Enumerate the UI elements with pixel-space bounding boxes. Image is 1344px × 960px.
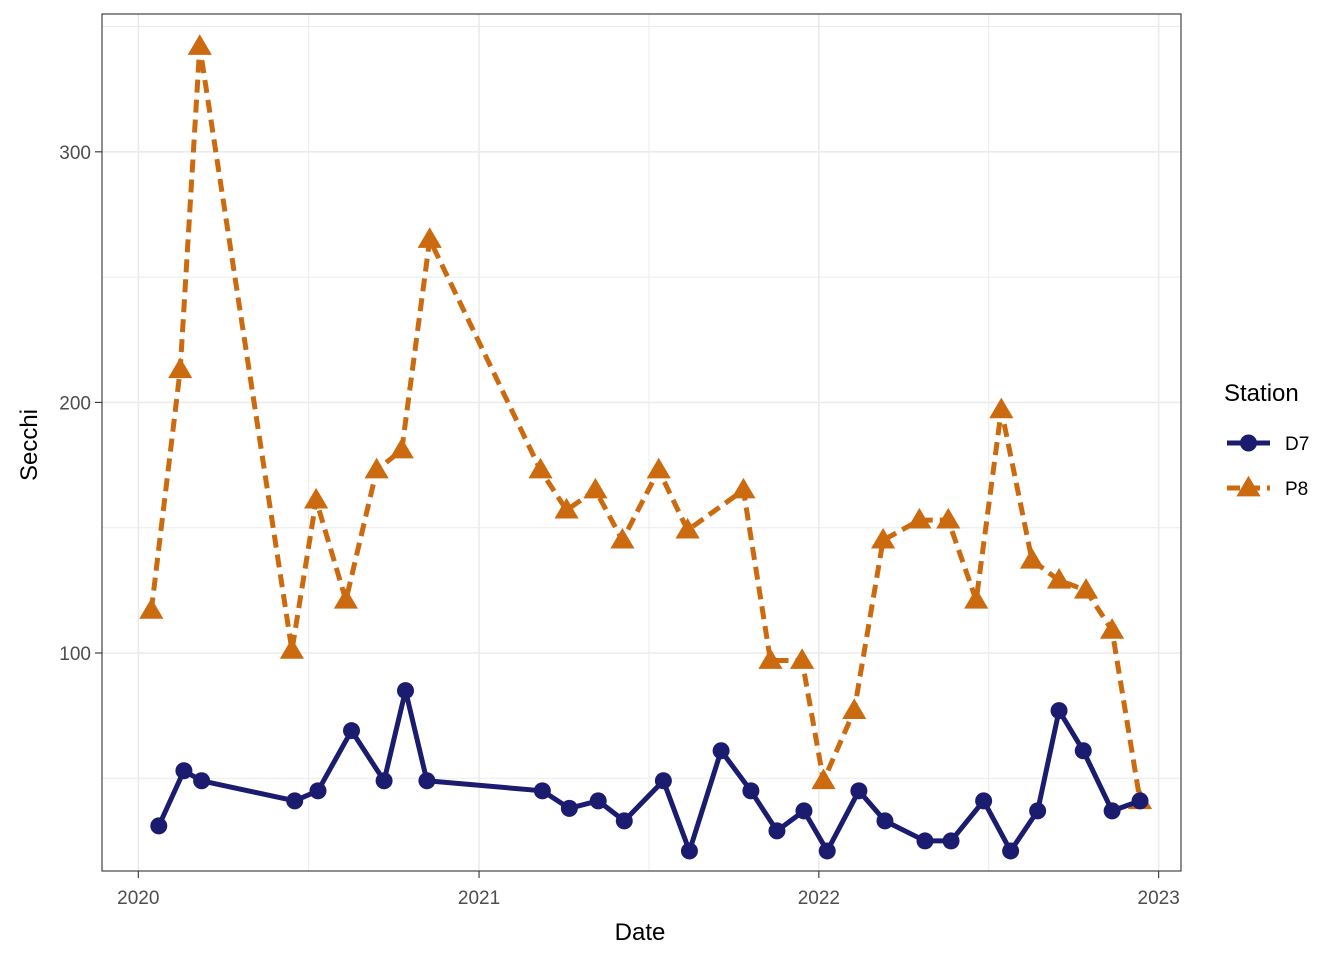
legend-item-p8: P8 (1227, 475, 1308, 500)
plot-panel (101, 13, 1182, 872)
data-point-p8 (528, 457, 553, 479)
data-point-p8 (811, 768, 836, 790)
data-point-d7 (1074, 742, 1092, 760)
data-point-d7 (150, 817, 168, 835)
data-point-p8 (989, 397, 1014, 419)
data-point-d7 (712, 742, 730, 760)
data-point-p8 (1100, 618, 1125, 639)
legend: Station D7 P8 (1224, 380, 1309, 500)
legend-item-d7: D7 (1227, 434, 1309, 455)
data-point-p8 (554, 497, 579, 519)
data-point-d7 (975, 792, 993, 810)
data-point-d7 (286, 792, 304, 810)
data-point-d7 (654, 772, 672, 790)
y-axis-title: Secchi (16, 409, 43, 481)
data-point-p8 (964, 588, 989, 609)
legend-keys: D7 P8 (1227, 434, 1309, 500)
major-gridlines (102, 14, 1181, 871)
data-point-p8 (936, 507, 961, 529)
data-point-d7 (916, 832, 934, 850)
x-axis-title: Date (615, 919, 666, 946)
x-tick-label: 2022 (798, 888, 840, 909)
data-point-p8 (168, 357, 193, 379)
data-point-d7 (850, 782, 868, 800)
x-tick-label: 2021 (458, 888, 500, 909)
data-point-p8 (646, 457, 671, 479)
data-point-d7 (942, 832, 960, 850)
data-point-p8 (1046, 568, 1072, 589)
data-point-p8 (731, 477, 756, 499)
data-point-d7 (818, 842, 836, 860)
data-point-d7 (175, 762, 193, 780)
data-point-d7 (309, 782, 327, 800)
data-point-d7 (1029, 802, 1047, 820)
series-line-p8 (148, 44, 1143, 802)
data-point-d7 (589, 792, 607, 810)
data-point-p8 (1019, 547, 1045, 569)
panel-border (101, 13, 1182, 872)
data-point-p8 (364, 457, 389, 479)
legend-key-marker (1236, 475, 1261, 497)
data-point-p8 (758, 648, 783, 669)
data-point-d7 (1131, 792, 1149, 810)
legend-title: Station (1224, 380, 1299, 407)
data-point-d7 (742, 782, 760, 800)
data-point-d7 (1050, 702, 1068, 720)
data-point-d7 (560, 799, 578, 817)
data-point-p8 (675, 517, 700, 539)
minor-gridlines (102, 14, 1181, 871)
data-point-p8 (907, 507, 932, 529)
x-tick-label: 2020 (117, 888, 159, 909)
data-point-p8 (789, 648, 815, 669)
x-tick-label: 2023 (1138, 888, 1180, 909)
data-point-d7 (795, 802, 813, 820)
data-point-p8 (333, 588, 359, 609)
y-tick-label: 300 (59, 143, 91, 164)
y-tick-label: 100 (59, 644, 91, 665)
data-point-p8 (187, 34, 212, 55)
legend-label: D7 (1285, 434, 1309, 455)
series-d7 (150, 682, 1149, 860)
data-point-d7 (375, 772, 393, 790)
data-point-d7 (1103, 802, 1121, 820)
legend-key-marker (1240, 434, 1257, 452)
series-layer (139, 34, 1153, 860)
data-point-d7 (615, 812, 633, 830)
data-point-p8 (139, 598, 164, 619)
data-point-d7 (876, 812, 894, 830)
data-point-d7 (396, 682, 414, 700)
series-p8 (139, 34, 1153, 810)
data-point-d7 (768, 822, 786, 840)
data-point-p8 (610, 527, 635, 549)
data-point-d7 (343, 722, 361, 740)
data-point-p8 (389, 437, 414, 459)
data-point-p8 (583, 477, 608, 499)
data-point-p8 (842, 698, 867, 719)
data-point-p8 (304, 487, 329, 509)
data-point-p8 (870, 527, 896, 549)
data-point-d7 (680, 842, 698, 860)
data-point-p8 (279, 638, 305, 659)
legend-label: P8 (1285, 479, 1308, 500)
y-tick-label: 200 (59, 393, 91, 414)
axis-tick-labels: 100 200 300 2020 2021 2022 2023 (59, 143, 1180, 909)
data-point-d7 (1002, 842, 1020, 860)
data-point-p8 (417, 227, 442, 248)
axis-ticks (95, 151, 1160, 878)
data-point-d7 (193, 772, 211, 790)
data-point-d7 (418, 772, 436, 790)
data-point-p8 (1073, 578, 1099, 599)
data-point-d7 (533, 782, 551, 800)
